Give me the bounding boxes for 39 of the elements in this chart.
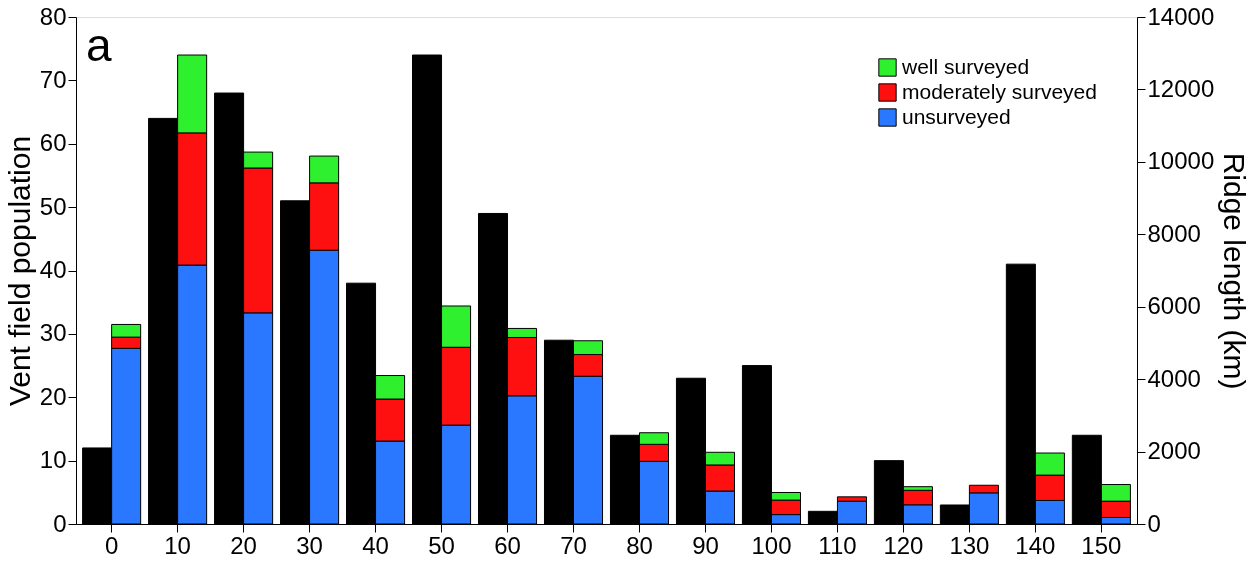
y2-tick-label: 8000 [1147,219,1201,247]
legend-label: moderately surveyed [902,79,1097,103]
y-tick-label: 60 [39,129,67,157]
x-tick-label: 100 [751,531,792,559]
x-tick-label: 90 [692,531,719,559]
x-tick-label: 120 [883,531,924,559]
y-tick-label: 50 [39,192,67,220]
x-tick-label: 40 [362,531,389,559]
y-tick-label: 30 [39,319,67,347]
x-tick-label: 20 [230,531,257,559]
y2-tick-label: 12000 [1147,74,1215,102]
y2-tick-label: 10000 [1147,147,1215,175]
y-tick-label: 0 [53,509,67,537]
x-tick-label: 150 [1081,531,1122,559]
y-tick-label: 70 [39,65,67,93]
x-tick-label: 130 [949,531,990,559]
x-tick-label: 10 [164,531,191,559]
x-tick-label: 30 [296,531,323,559]
y2-axis-title: Ridge length (km) [1218,152,1252,390]
y2-tick-label: 4000 [1147,364,1201,392]
x-tick-label: 50 [428,531,455,559]
y-axis-title: Vent field population [2,135,36,407]
y2-tick-label: 14000 [1147,2,1215,30]
x-tick-label: 0 [104,531,119,559]
y-tick-label: 80 [39,2,67,30]
y2-tick-label: 0 [1147,509,1161,537]
annotation: a [86,19,112,71]
legend-label: unsurveyed [902,104,1011,128]
x-tick-label: 60 [494,531,521,559]
y-tick-label: 20 [39,382,67,410]
y-tick-label: 10 [39,446,67,474]
y2-tick-label: 2000 [1147,437,1201,465]
y2-tick-label: 6000 [1147,292,1201,320]
x-tick-label: 70 [560,531,587,559]
x-tick-label: 80 [626,531,653,559]
x-tick-label: 110 [818,531,857,559]
x-tick-label: 140 [1015,531,1056,559]
y-tick-label: 40 [39,256,67,283]
legend-label: well surveyed [901,54,1030,78]
